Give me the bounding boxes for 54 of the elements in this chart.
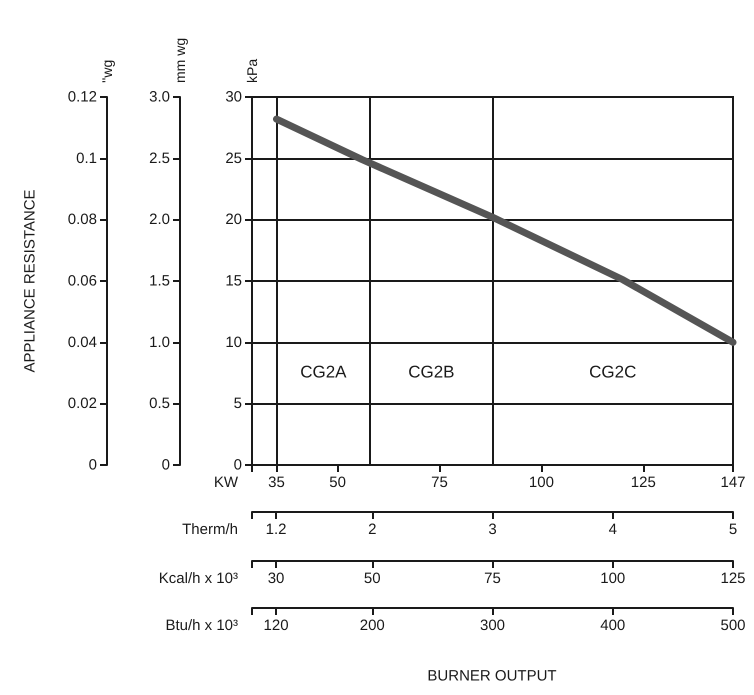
y2-tick-label: 1.5 [149,272,170,290]
x-tick-label: 35 [268,474,285,491]
x2-tick-label: 3 [488,521,497,538]
text: Kcal/h x 10³ [158,570,238,587]
text: 75 [484,570,501,587]
text: 0.02 [68,395,97,412]
text: 200 [360,617,385,634]
x-axis-title: KW [214,474,239,491]
text: Btu/h x 10³ [165,617,238,634]
text: 500 [720,617,746,634]
text: ''wg [99,60,115,83]
x-tick-label: 147 [720,474,746,491]
annotation: CG2C [589,362,636,382]
y-tick-label: 15 [225,272,242,290]
x2-tick-label: 1.2 [266,521,286,538]
x-tick-label: 100 [528,474,554,491]
text: 0 [88,456,97,474]
x2-axis-title: Therm/h [182,521,238,538]
y-tick-label: 25 [225,150,242,167]
text: 0.1 [76,150,97,167]
y2-tick-label: 2.5 [149,150,170,167]
text: 0.08 [68,211,97,228]
y2-tick-label: 0.5 [149,395,170,412]
text: 125 [720,570,746,587]
text: 300 [480,617,506,634]
text: 100 [600,570,626,587]
y2-axis-title: mm wg [172,38,188,83]
text: BURNER OUTPUT [427,668,557,684]
text: 120 [264,617,289,634]
x-tick-label: 75 [431,474,448,491]
text: 0.12 [68,88,97,106]
y-tick-label: 10 [225,334,242,351]
x-tick-label: 50 [329,474,346,491]
x-tick-label: 125 [630,474,656,491]
y2-tick-label: 3.0 [149,88,170,106]
text: 30 [268,570,284,587]
x2-tick-label: 4 [608,521,617,538]
x2-tick-label: 2 [368,521,376,538]
annotation: CG2B [408,362,455,382]
annotation: CG2A [300,362,348,382]
y-tick-label: 30 [225,88,242,106]
text: 0.06 [68,272,97,290]
y-tick-label: 0 [234,456,242,474]
y-axis-title: kPa [244,58,260,83]
y-tick-label: 5 [234,395,242,412]
text: 400 [600,617,626,634]
text: 50 [364,570,381,587]
x2-tick-label: 5 [728,521,738,538]
text: APPLIANCE RESISTANCE [22,189,38,373]
y2-tick-label: 1.0 [149,334,170,351]
y-tick-label: 20 [225,211,242,228]
y2-tick-label: 0 [162,456,170,474]
y2-tick-label: 2.0 [149,211,170,228]
text: 0.04 [68,334,97,351]
